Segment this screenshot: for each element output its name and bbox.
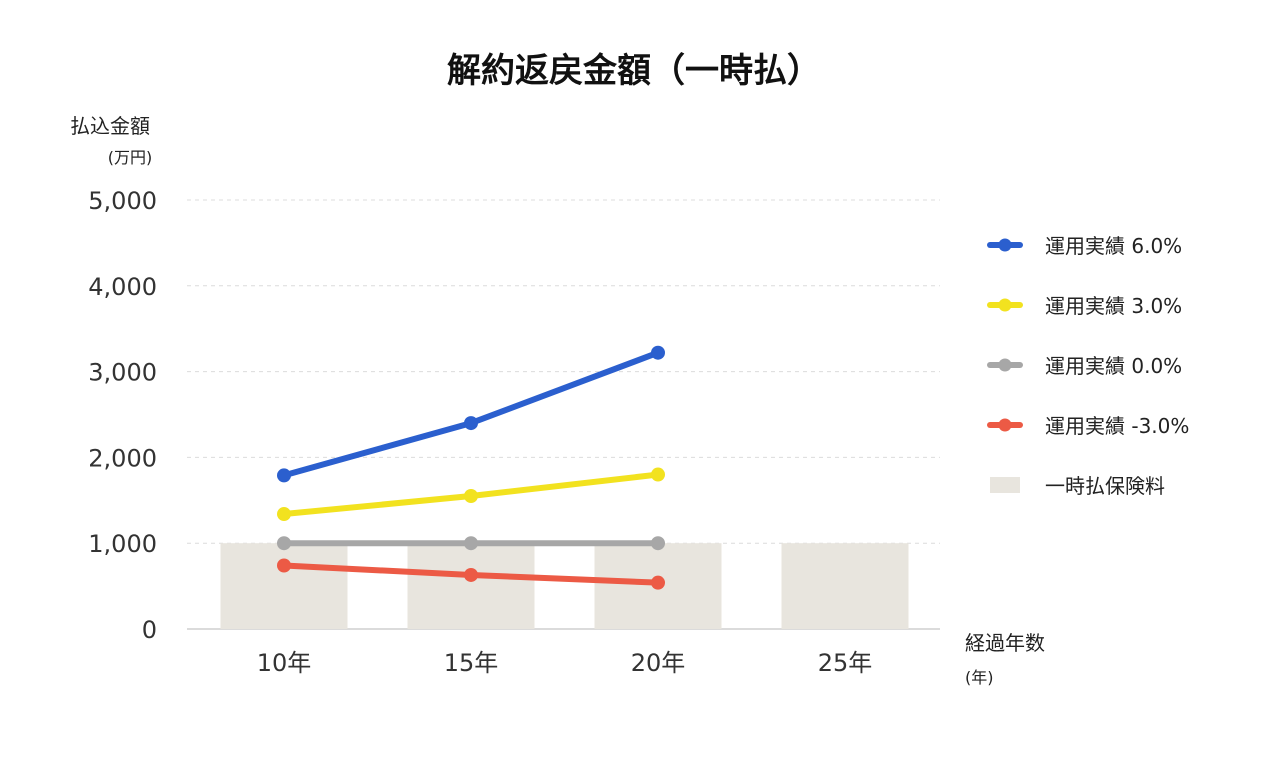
x-ticks: 10年 15年 20年 25年 <box>257 649 873 677</box>
legend-item: 運用実績 0.0% <box>987 354 1182 378</box>
x-tick-label: 20年 <box>631 649 686 677</box>
y-tick-label: 4,000 <box>88 273 157 301</box>
legend-item: 一時払保険料 <box>990 474 1165 498</box>
legend-marker <box>998 238 1012 252</box>
y-tick-label: 2,000 <box>88 444 157 472</box>
chart-title: 解約返戻金額（一時払） <box>447 51 821 91</box>
series-1 <box>277 467 665 522</box>
legend-swatch <box>990 477 1020 493</box>
y-axis-label: 払込金額 <box>70 114 150 138</box>
legend-item: 運用実績 6.0% <box>987 234 1182 258</box>
series-point <box>277 558 291 573</box>
legend-marker <box>998 358 1012 372</box>
legend-label: 運用実績 3.0% <box>1045 294 1182 318</box>
series-point <box>464 416 478 431</box>
series-point <box>651 467 665 482</box>
series-point <box>651 345 665 360</box>
premium-bar <box>407 543 535 629</box>
x-tick-label: 10年 <box>257 649 312 677</box>
series-point <box>651 575 665 590</box>
legend-item: 運用実績 3.0% <box>987 294 1182 318</box>
lines-layer <box>277 345 665 590</box>
premium-bar <box>781 543 909 629</box>
legend-item: 運用実績 -3.0% <box>987 414 1189 438</box>
y-tick-label: 1,000 <box>88 530 157 558</box>
y-axis-unit: (万円) <box>108 148 153 167</box>
series-point <box>277 468 291 483</box>
x-axis-unit: (年) <box>965 668 994 687</box>
y-tick-label: 3,000 <box>88 359 157 387</box>
series-0 <box>277 345 665 483</box>
series-3 <box>277 558 665 590</box>
series-2 <box>277 536 665 551</box>
y-tick-label: 0 <box>142 616 157 644</box>
series-point <box>651 536 665 551</box>
legend-label: 運用実績 6.0% <box>1045 234 1182 258</box>
series-point <box>277 536 291 551</box>
legend-marker <box>998 298 1012 312</box>
legend-marker <box>998 418 1012 432</box>
series-point <box>277 507 291 522</box>
premium-bar <box>220 543 348 629</box>
y-ticks: 0 1,000 2,000 3,000 4,000 5,000 <box>88 187 157 644</box>
series-point <box>464 489 478 504</box>
legend: 運用実績 6.0% 運用実績 3.0% 運用実績 0.0% 運用実績 -3.0% 一時払… <box>987 234 1189 498</box>
bars-layer <box>220 543 909 629</box>
y-tick-label: 5,000 <box>88 187 157 215</box>
legend-label: 運用実績 0.0% <box>1045 354 1182 378</box>
legend-label: 運用実績 -3.0% <box>1045 414 1189 438</box>
x-tick-label: 15年 <box>444 649 499 677</box>
series-point <box>464 567 478 582</box>
series-point <box>464 536 478 551</box>
x-tick-label: 25年 <box>818 649 873 677</box>
legend-label: 一時払保険料 <box>1045 474 1165 498</box>
x-axis-label: 経過年数 <box>965 631 1045 655</box>
